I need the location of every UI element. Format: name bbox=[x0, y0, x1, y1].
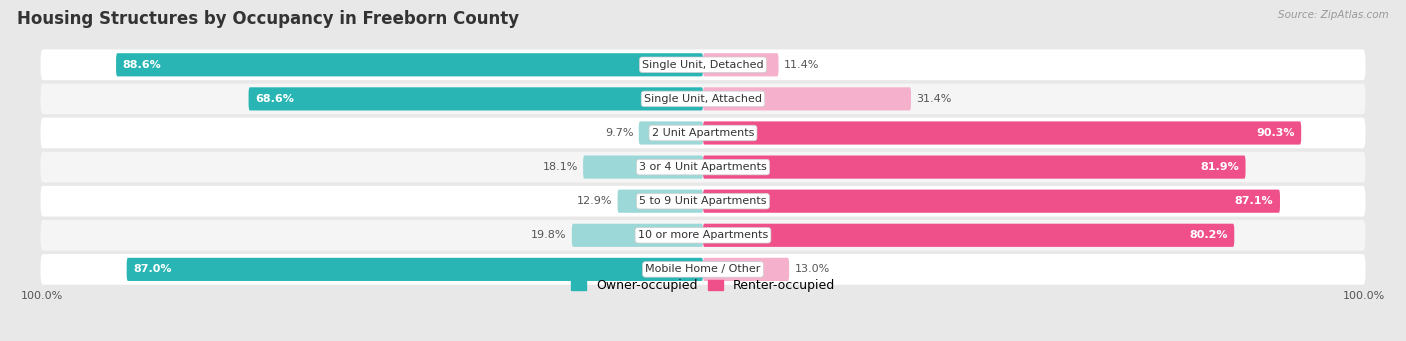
FancyBboxPatch shape bbox=[41, 49, 1365, 80]
Text: Housing Structures by Occupancy in Freeborn County: Housing Structures by Occupancy in Freeb… bbox=[17, 10, 519, 28]
Text: 81.9%: 81.9% bbox=[1201, 162, 1239, 172]
FancyBboxPatch shape bbox=[41, 220, 1365, 251]
Text: 100.0%: 100.0% bbox=[1343, 291, 1385, 300]
Text: 88.6%: 88.6% bbox=[122, 60, 162, 70]
Text: Mobile Home / Other: Mobile Home / Other bbox=[645, 264, 761, 275]
FancyBboxPatch shape bbox=[583, 155, 703, 179]
Text: 3 or 4 Unit Apartments: 3 or 4 Unit Apartments bbox=[640, 162, 766, 172]
FancyBboxPatch shape bbox=[703, 121, 1301, 145]
Text: 5 to 9 Unit Apartments: 5 to 9 Unit Apartments bbox=[640, 196, 766, 206]
FancyBboxPatch shape bbox=[617, 190, 703, 213]
FancyBboxPatch shape bbox=[41, 152, 1365, 182]
Text: 31.4%: 31.4% bbox=[917, 94, 952, 104]
FancyBboxPatch shape bbox=[41, 254, 1365, 285]
FancyBboxPatch shape bbox=[638, 121, 703, 145]
FancyBboxPatch shape bbox=[703, 258, 789, 281]
Text: 68.6%: 68.6% bbox=[256, 94, 294, 104]
Legend: Owner-occupied, Renter-occupied: Owner-occupied, Renter-occupied bbox=[571, 279, 835, 292]
Text: 9.7%: 9.7% bbox=[605, 128, 634, 138]
FancyBboxPatch shape bbox=[41, 118, 1365, 148]
Text: 11.4%: 11.4% bbox=[783, 60, 820, 70]
Text: 87.0%: 87.0% bbox=[134, 264, 172, 275]
Text: 87.1%: 87.1% bbox=[1234, 196, 1274, 206]
Text: 90.3%: 90.3% bbox=[1256, 128, 1295, 138]
Text: 18.1%: 18.1% bbox=[543, 162, 578, 172]
Text: Single Unit, Detached: Single Unit, Detached bbox=[643, 60, 763, 70]
FancyBboxPatch shape bbox=[703, 155, 1246, 179]
FancyBboxPatch shape bbox=[127, 258, 703, 281]
Text: 12.9%: 12.9% bbox=[576, 196, 612, 206]
Text: 19.8%: 19.8% bbox=[531, 230, 567, 240]
Text: 10 or more Apartments: 10 or more Apartments bbox=[638, 230, 768, 240]
FancyBboxPatch shape bbox=[703, 87, 911, 110]
FancyBboxPatch shape bbox=[41, 84, 1365, 114]
FancyBboxPatch shape bbox=[117, 53, 703, 76]
Text: 13.0%: 13.0% bbox=[794, 264, 830, 275]
Text: Single Unit, Attached: Single Unit, Attached bbox=[644, 94, 762, 104]
FancyBboxPatch shape bbox=[572, 224, 703, 247]
Text: 100.0%: 100.0% bbox=[21, 291, 63, 300]
Text: 2 Unit Apartments: 2 Unit Apartments bbox=[652, 128, 754, 138]
FancyBboxPatch shape bbox=[249, 87, 703, 110]
FancyBboxPatch shape bbox=[703, 190, 1279, 213]
FancyBboxPatch shape bbox=[41, 186, 1365, 217]
Text: Source: ZipAtlas.com: Source: ZipAtlas.com bbox=[1278, 10, 1389, 20]
FancyBboxPatch shape bbox=[703, 224, 1234, 247]
Text: 80.2%: 80.2% bbox=[1189, 230, 1227, 240]
FancyBboxPatch shape bbox=[703, 53, 779, 76]
